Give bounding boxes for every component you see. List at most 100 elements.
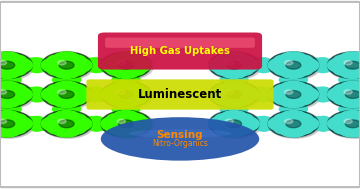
- Circle shape: [333, 93, 356, 105]
- Circle shape: [223, 74, 245, 86]
- Circle shape: [4, 113, 27, 125]
- Circle shape: [64, 122, 86, 134]
- Circle shape: [274, 55, 296, 67]
- Circle shape: [59, 61, 74, 69]
- Circle shape: [29, 94, 44, 102]
- Circle shape: [47, 55, 69, 67]
- Circle shape: [269, 52, 321, 80]
- Circle shape: [250, 88, 269, 97]
- Circle shape: [315, 65, 330, 73]
- Circle shape: [33, 92, 50, 101]
- Circle shape: [273, 113, 314, 135]
- Circle shape: [106, 64, 129, 76]
- Circle shape: [281, 77, 298, 86]
- Circle shape: [342, 74, 360, 86]
- Circle shape: [42, 111, 94, 138]
- Circle shape: [310, 117, 328, 126]
- Circle shape: [332, 54, 360, 76]
- Circle shape: [315, 123, 330, 131]
- Circle shape: [229, 73, 247, 82]
- Circle shape: [341, 77, 358, 86]
- Circle shape: [0, 107, 12, 115]
- Circle shape: [279, 111, 307, 125]
- Circle shape: [46, 113, 87, 135]
- Circle shape: [58, 61, 66, 65]
- Circle shape: [4, 64, 27, 76]
- Circle shape: [341, 107, 358, 115]
- Circle shape: [209, 87, 237, 102]
- Circle shape: [23, 88, 42, 97]
- Circle shape: [339, 105, 354, 113]
- Circle shape: [214, 64, 237, 76]
- Circle shape: [83, 88, 101, 97]
- Circle shape: [112, 81, 140, 96]
- Circle shape: [41, 87, 69, 102]
- Circle shape: [62, 102, 80, 112]
- Circle shape: [53, 93, 81, 108]
- Circle shape: [64, 87, 92, 102]
- Circle shape: [114, 77, 131, 86]
- Circle shape: [220, 122, 248, 137]
- Circle shape: [106, 122, 129, 134]
- Circle shape: [89, 94, 104, 102]
- Circle shape: [106, 55, 129, 67]
- Circle shape: [282, 74, 305, 86]
- Circle shape: [256, 58, 271, 66]
- Circle shape: [29, 123, 44, 131]
- Circle shape: [0, 91, 15, 98]
- Circle shape: [0, 81, 35, 109]
- Circle shape: [231, 122, 254, 134]
- Circle shape: [23, 117, 42, 126]
- Circle shape: [273, 84, 314, 105]
- Circle shape: [123, 93, 146, 105]
- Circle shape: [0, 90, 6, 94]
- Circle shape: [291, 113, 313, 125]
- Circle shape: [117, 90, 125, 94]
- Circle shape: [62, 73, 80, 82]
- Circle shape: [0, 113, 28, 135]
- Circle shape: [268, 116, 296, 131]
- Circle shape: [123, 87, 151, 102]
- FancyBboxPatch shape: [98, 33, 262, 70]
- Circle shape: [253, 59, 275, 71]
- Circle shape: [47, 113, 69, 125]
- Circle shape: [47, 122, 69, 134]
- Circle shape: [344, 90, 352, 94]
- Circle shape: [0, 111, 32, 137]
- Circle shape: [231, 58, 259, 73]
- Circle shape: [220, 93, 248, 108]
- Circle shape: [226, 91, 242, 98]
- Circle shape: [310, 58, 328, 68]
- Circle shape: [268, 87, 296, 102]
- Circle shape: [350, 64, 360, 76]
- Circle shape: [333, 122, 356, 134]
- Circle shape: [0, 116, 10, 131]
- Circle shape: [350, 84, 360, 96]
- Circle shape: [339, 93, 360, 108]
- Circle shape: [209, 52, 262, 80]
- Circle shape: [85, 118, 107, 130]
- Circle shape: [89, 65, 104, 73]
- Circle shape: [222, 77, 239, 86]
- Circle shape: [256, 87, 271, 95]
- Circle shape: [231, 55, 254, 67]
- Circle shape: [345, 91, 360, 98]
- Circle shape: [115, 74, 137, 86]
- Circle shape: [59, 120, 74, 128]
- Circle shape: [268, 58, 296, 73]
- Circle shape: [89, 87, 104, 95]
- Circle shape: [83, 117, 101, 126]
- Circle shape: [53, 52, 81, 67]
- Circle shape: [319, 121, 336, 130]
- Circle shape: [4, 58, 32, 73]
- Circle shape: [339, 52, 360, 67]
- Circle shape: [41, 116, 69, 131]
- Circle shape: [328, 87, 356, 102]
- Circle shape: [328, 52, 360, 78]
- Circle shape: [256, 94, 271, 102]
- Circle shape: [64, 64, 86, 76]
- Circle shape: [101, 81, 151, 108]
- Circle shape: [4, 122, 27, 134]
- Circle shape: [214, 84, 237, 96]
- Circle shape: [312, 59, 334, 71]
